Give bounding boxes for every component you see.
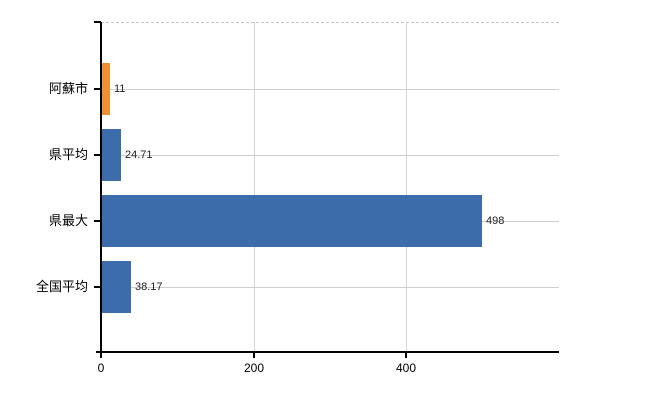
bar-value-label: 38.17 [135, 281, 163, 293]
bar [102, 129, 121, 181]
x-axis-tick [253, 353, 255, 358]
bar [102, 261, 131, 313]
y-axis-tick [94, 286, 101, 288]
gridline-horizontal [101, 287, 559, 288]
x-axis-tick [405, 353, 407, 358]
bar-value-label: 11 [114, 83, 126, 95]
category-label: 県最大 [48, 213, 88, 228]
x-tick-label: 400 [395, 361, 417, 375]
x-axis-tick [100, 353, 102, 358]
category-label: 阿蘇市 [48, 81, 88, 96]
y-axis-tick [94, 220, 101, 222]
bar-value-label: 24.71 [125, 149, 153, 161]
x-axis [96, 351, 559, 353]
y-axis [100, 22, 102, 353]
gridline-horizontal [101, 155, 559, 156]
y-axis-tick [94, 154, 101, 156]
y-axis-tick [94, 88, 101, 90]
category-label: 全国平均 [35, 279, 88, 294]
x-tick-label: 200 [243, 361, 265, 375]
bar [102, 63, 110, 115]
plot-top-border [101, 22, 559, 23]
bar-value-label: 498 [486, 215, 505, 227]
y-axis-tick [94, 21, 101, 23]
bar [102, 195, 482, 247]
gridline-horizontal [101, 89, 559, 90]
gridline-vertical [254, 22, 255, 352]
gridline-vertical [406, 22, 407, 352]
category-label: 県平均 [48, 147, 88, 162]
x-tick-label: 0 [97, 361, 105, 375]
